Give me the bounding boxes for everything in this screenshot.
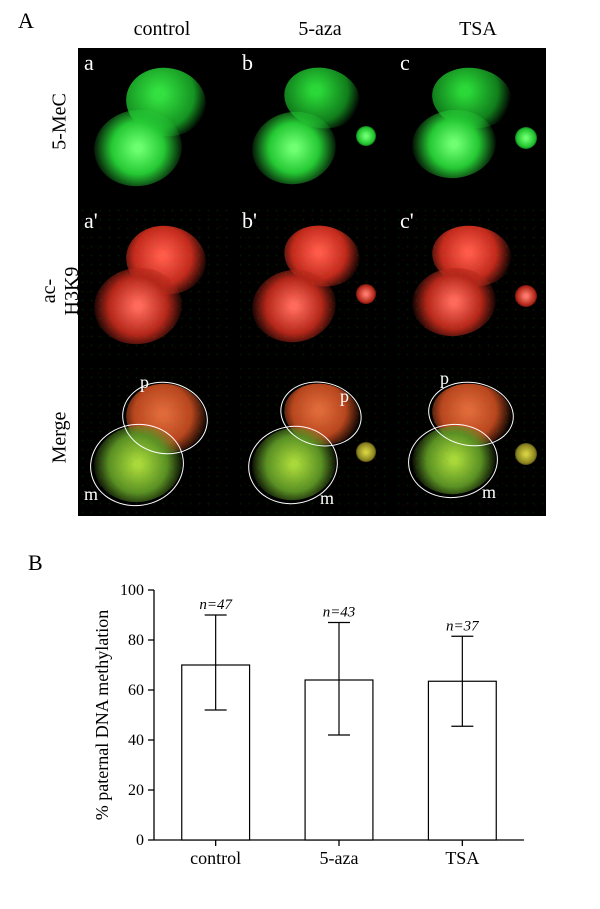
row-label-5mec: 5-MeC: [49, 92, 72, 152]
svg-text:TSA: TSA: [445, 848, 479, 868]
svg-text:40: 40: [128, 732, 144, 749]
svg-text:control: control: [190, 848, 241, 868]
cell-letter-a-prime: a': [84, 208, 98, 234]
svg-text:100: 100: [120, 582, 144, 599]
svg-text:n=37: n=37: [446, 618, 480, 634]
col-header-tsa: TSA: [418, 18, 538, 41]
svg-text:0: 0: [136, 832, 144, 849]
svg-text:60: 60: [128, 682, 144, 699]
panel-a-letter: A: [18, 8, 34, 34]
col-header-5aza: 5-aza: [260, 18, 380, 41]
micrograph-grid: a b c a' b' c' p m: [78, 48, 546, 516]
cell-letter-c: c: [400, 50, 410, 76]
svg-text:n=43: n=43: [323, 605, 356, 621]
svg-text:80: 80: [128, 632, 144, 649]
cell-letter-a: a: [84, 50, 94, 76]
row-label-merge: Merge: [49, 408, 72, 468]
m-label: m: [320, 488, 334, 509]
panel-b-letter: B: [28, 550, 43, 576]
bar-chart-svg: 0 20 40 60 80 100 % paternal DNA methylation co…: [88, 580, 534, 880]
svg-text:5-aza: 5-aza: [320, 848, 359, 868]
cell-letter-b: b: [242, 50, 253, 76]
polar-body-green: [356, 126, 376, 146]
m-label: m: [84, 484, 98, 505]
col-header-control: control: [102, 18, 222, 41]
svg-text:20: 20: [128, 782, 144, 799]
polar-body-merge: [515, 443, 537, 465]
p-label: p: [440, 368, 449, 389]
cell-b: b: [236, 48, 388, 200]
m-label: m: [482, 482, 496, 503]
p-label: p: [140, 372, 149, 393]
polar-body-red: [515, 285, 537, 307]
svg-text:% paternal DNA methylation: % paternal DNA methylation: [92, 610, 112, 820]
cell-c-prime: c': [394, 206, 546, 358]
svg-text:n=47: n=47: [199, 597, 233, 613]
polar-body-red: [356, 284, 376, 304]
cell-letter-b-prime: b': [242, 208, 257, 234]
cell-letter-c-prime: c': [400, 208, 414, 234]
polar-body-green: [515, 127, 537, 149]
cell-merge-tsa: p m: [394, 364, 546, 516]
cell-a: a: [78, 48, 230, 200]
bar-chart: 0 20 40 60 80 100 % paternal DNA methylation co…: [88, 580, 534, 880]
cell-c: c: [394, 48, 546, 200]
cell-a-prime: a': [78, 206, 230, 358]
cell-merge-control: p m: [78, 364, 230, 516]
cell-b-prime: b': [236, 206, 388, 358]
cell-merge-5aza: p m: [236, 364, 388, 516]
polar-body-merge: [356, 442, 376, 462]
p-label: p: [340, 386, 349, 407]
